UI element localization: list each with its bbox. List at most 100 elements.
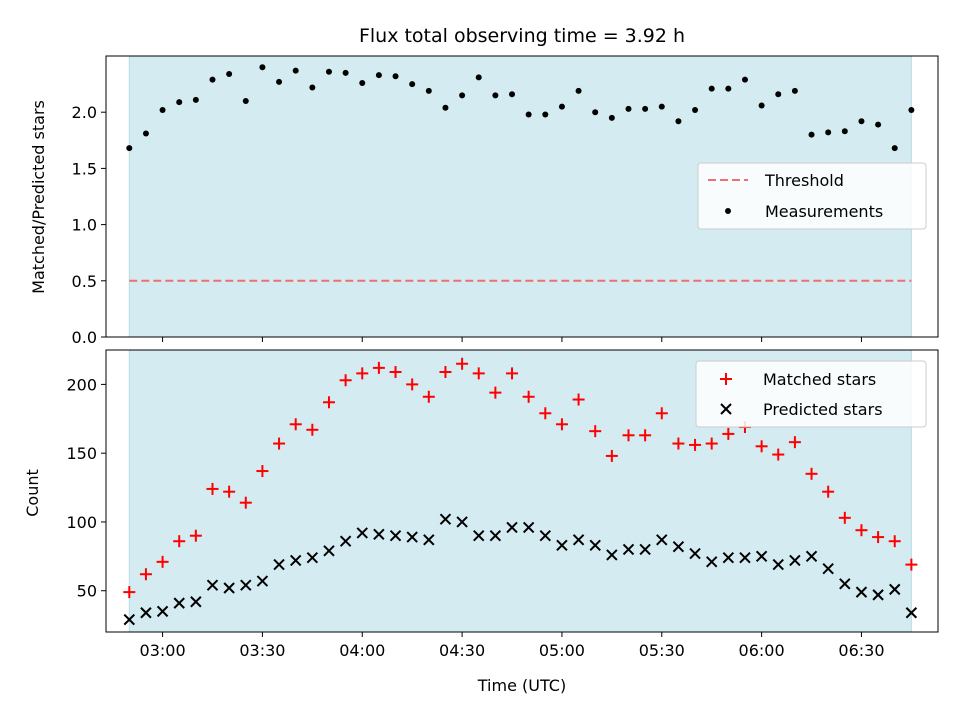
measurement-point [675,118,682,125]
predicted-star-point [639,543,651,556]
matched-star-point [489,386,502,399]
measurement-point [808,131,815,138]
measurement-point [725,85,732,92]
measurement-point [409,81,416,88]
bottom-x-tick-label: 06:30 [838,641,884,660]
matched-star-point [672,437,685,450]
measurement-point [625,105,632,112]
predicted-star-stroke-b [622,543,635,556]
predicted-star-stroke-b [240,579,252,591]
measurement-point [259,64,266,71]
matched-star-point [339,374,352,387]
predicted-star-stroke-b [356,527,368,539]
measurement-point [209,76,216,83]
bottom-y-tick-label: 100 [66,513,97,532]
predicted-star-stroke-b [689,547,701,560]
predicted-star-point [872,589,884,601]
measurement-point [276,78,283,85]
matched-star-point [539,407,552,420]
matched-star-point [173,535,186,548]
measurement-point [525,111,532,118]
predicted-star-point [839,578,851,590]
matched-star-point [389,366,402,379]
matched-star-point [223,485,236,498]
matched-star-point [589,425,602,438]
measurement-point [359,79,366,86]
matched-star-point [356,367,369,380]
predicted-star-point [506,521,518,534]
measurement-point [309,84,316,91]
predicted-star-point [589,539,601,552]
predicted-star-point [373,528,385,541]
matched-star-point [406,378,419,391]
legend-threshold-label: Threshold [764,171,844,190]
predicted-star-stroke-b [656,534,668,546]
legend-predicted-label: Predicted stars [763,400,883,419]
predicted-star-stroke-b [789,554,801,567]
measurement-point [425,87,432,94]
matched-star-point [472,367,485,380]
predicted-star-point [140,607,152,619]
matched-star-point [722,427,735,440]
measurement-point [908,106,915,113]
matched-star-point [456,357,469,370]
top-y-tick-label: 0.0 [72,328,97,347]
predicted-star-stroke-b [772,558,784,571]
matched-star-point [506,367,519,380]
predicted-star-point [406,531,418,543]
predicted-star-stroke-b [289,554,302,567]
predicted-star-stroke-b [473,530,485,542]
top-legend: Threshold Measurements [697,162,927,230]
legend-matched-swatch [720,373,732,385]
predicted-star-stroke-b [739,552,751,564]
measurement-point [658,103,665,110]
top-y-axis-label: Matched/Predicted stars [29,100,48,294]
predicted-star-stroke-b [522,521,535,534]
predicted-star-point [339,535,352,547]
top-legend-box [697,162,927,230]
predicted-star-point [672,541,685,553]
measurement-point [442,104,449,111]
matched-star-point [772,448,785,461]
matched-star-point [189,529,202,542]
measurement-point [708,85,715,92]
measurement-point [392,73,399,80]
predicted-star-stroke-b [323,545,335,557]
matched-star-point [306,423,319,436]
matched-star-point [705,437,718,450]
predicted-star-point [306,552,319,564]
predicted-star-stroke-b [639,543,651,556]
matched-star-point [206,482,219,495]
matched-star-point [822,485,835,498]
predicted-star-point [423,534,435,546]
measurement-point [825,129,832,136]
measurement-point [459,92,466,99]
predicted-star-stroke-b [123,613,136,626]
predicted-star-point [805,550,818,563]
predicted-star-point [572,534,585,546]
measurement-point [841,128,848,135]
matched-star-point [888,535,901,548]
predicted-star-point [705,556,718,568]
matched-star-point [273,437,286,450]
predicted-star-point [489,530,502,542]
measurement-point [858,118,865,125]
predicted-star-point [905,607,918,619]
predicted-star-stroke-b [905,607,918,619]
measurement-point [542,111,549,118]
predicted-star-point [739,552,751,564]
predicted-star-point [656,534,668,546]
measurement-point [575,87,582,94]
matched-star-point [855,524,868,537]
matched-star-point [555,418,568,431]
predicted-star-point [256,575,269,587]
predicted-star-point [356,527,368,539]
matched-star-point [872,531,885,544]
bottom-y-tick-label: 150 [66,444,97,463]
measurement-point [375,72,382,79]
x-axis-label: Time (UTC) [477,676,566,695]
predicted-star-point [539,530,552,542]
predicted-star-stroke-b [839,578,851,590]
matched-star-point [655,407,668,420]
measurement-point [791,87,798,94]
